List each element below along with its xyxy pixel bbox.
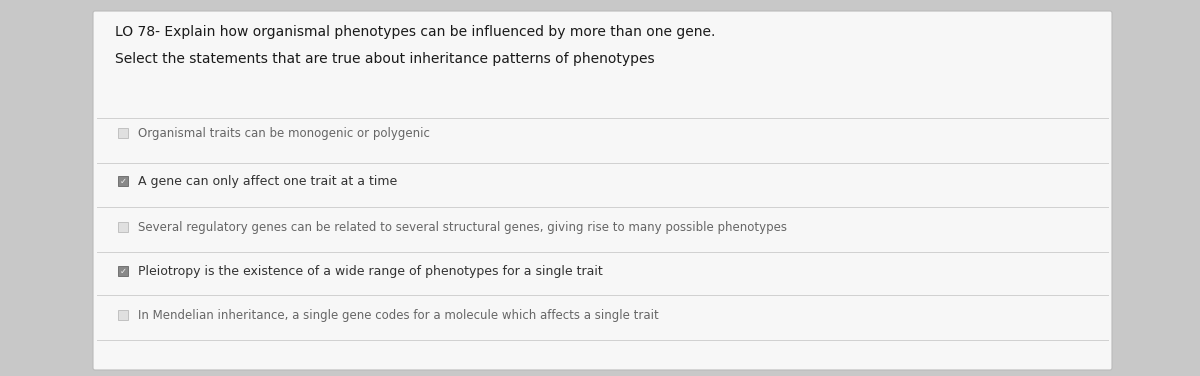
Bar [118,266,128,276]
Bar [118,128,128,138]
Text: Select the statements that are true about inheritance patterns of phenotypes: Select the statements that are true abou… [115,52,655,66]
Bar [118,176,128,186]
Text: Organismal traits can be monogenic or polygenic: Organismal traits can be monogenic or po… [138,126,430,139]
Text: ✓: ✓ [120,176,126,185]
Text: ✓: ✓ [120,267,126,276]
Bar [118,310,128,320]
Text: Several regulatory genes can be related to several structural genes, giving rise: Several regulatory genes can be related … [138,220,787,233]
Bar [118,222,128,232]
Text: In Mendelian inheritance, a single gene codes for a molecule which affects a sin: In Mendelian inheritance, a single gene … [138,308,659,321]
Text: Pleiotropy is the existence of a wide range of phenotypes for a single trait: Pleiotropy is the existence of a wide ra… [138,264,602,277]
Text: A gene can only affect one trait at a time: A gene can only affect one trait at a ti… [138,174,397,188]
Text: LO 78- Explain how organismal phenotypes can be influenced by more than one gene: LO 78- Explain how organismal phenotypes… [115,25,715,39]
FancyBboxPatch shape [94,11,1112,370]
